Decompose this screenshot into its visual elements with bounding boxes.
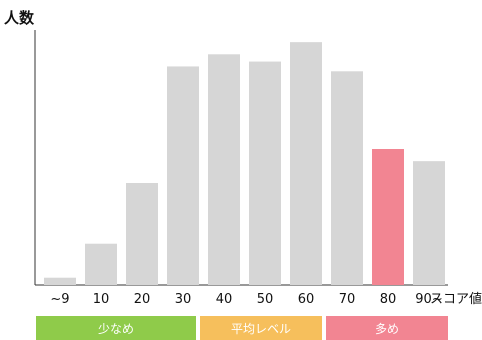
tick-label-7: 70 xyxy=(339,292,356,307)
band-high-label: 多め xyxy=(374,321,399,336)
bar-chart: 人数 スコア値 ~9 10 20 30 40 50 60 70 80 90~ xyxy=(4,9,482,307)
y-axis-label: 人数 xyxy=(4,9,35,27)
x-axis-label: スコア値 xyxy=(430,291,482,307)
band-average: 平均レベル xyxy=(200,316,322,340)
tick-label-5: 50 xyxy=(257,292,274,307)
band-average-label: 平均レベル xyxy=(230,321,291,336)
bar-9 xyxy=(413,161,445,285)
bar-3 xyxy=(167,66,199,285)
bar-0 xyxy=(44,277,76,285)
band-low-label: 少なめ xyxy=(97,321,134,336)
tick-label-6: 60 xyxy=(298,292,315,307)
bar-2 xyxy=(126,183,158,285)
band-high: 多め xyxy=(326,316,448,340)
tick-label-2: 20 xyxy=(134,292,151,307)
tick-label-3: 30 xyxy=(175,292,192,307)
bar-1 xyxy=(85,243,117,285)
bar-6 xyxy=(290,42,322,286)
tick-labels-group: ~9 10 20 30 40 50 60 70 80 90~ xyxy=(50,292,442,307)
tick-label-0: ~9 xyxy=(50,292,69,307)
bar-4 xyxy=(208,54,240,286)
tick-label-9: 90~ xyxy=(415,292,442,307)
bars-group xyxy=(44,42,445,286)
band-low: 少なめ xyxy=(36,316,196,340)
tick-label-8: 80 xyxy=(380,292,397,307)
bar-7 xyxy=(331,71,363,286)
tick-label-1: 10 xyxy=(93,292,110,307)
bar-5 xyxy=(249,61,281,286)
tick-label-4: 40 xyxy=(216,292,233,307)
bar-8 xyxy=(372,149,404,285)
